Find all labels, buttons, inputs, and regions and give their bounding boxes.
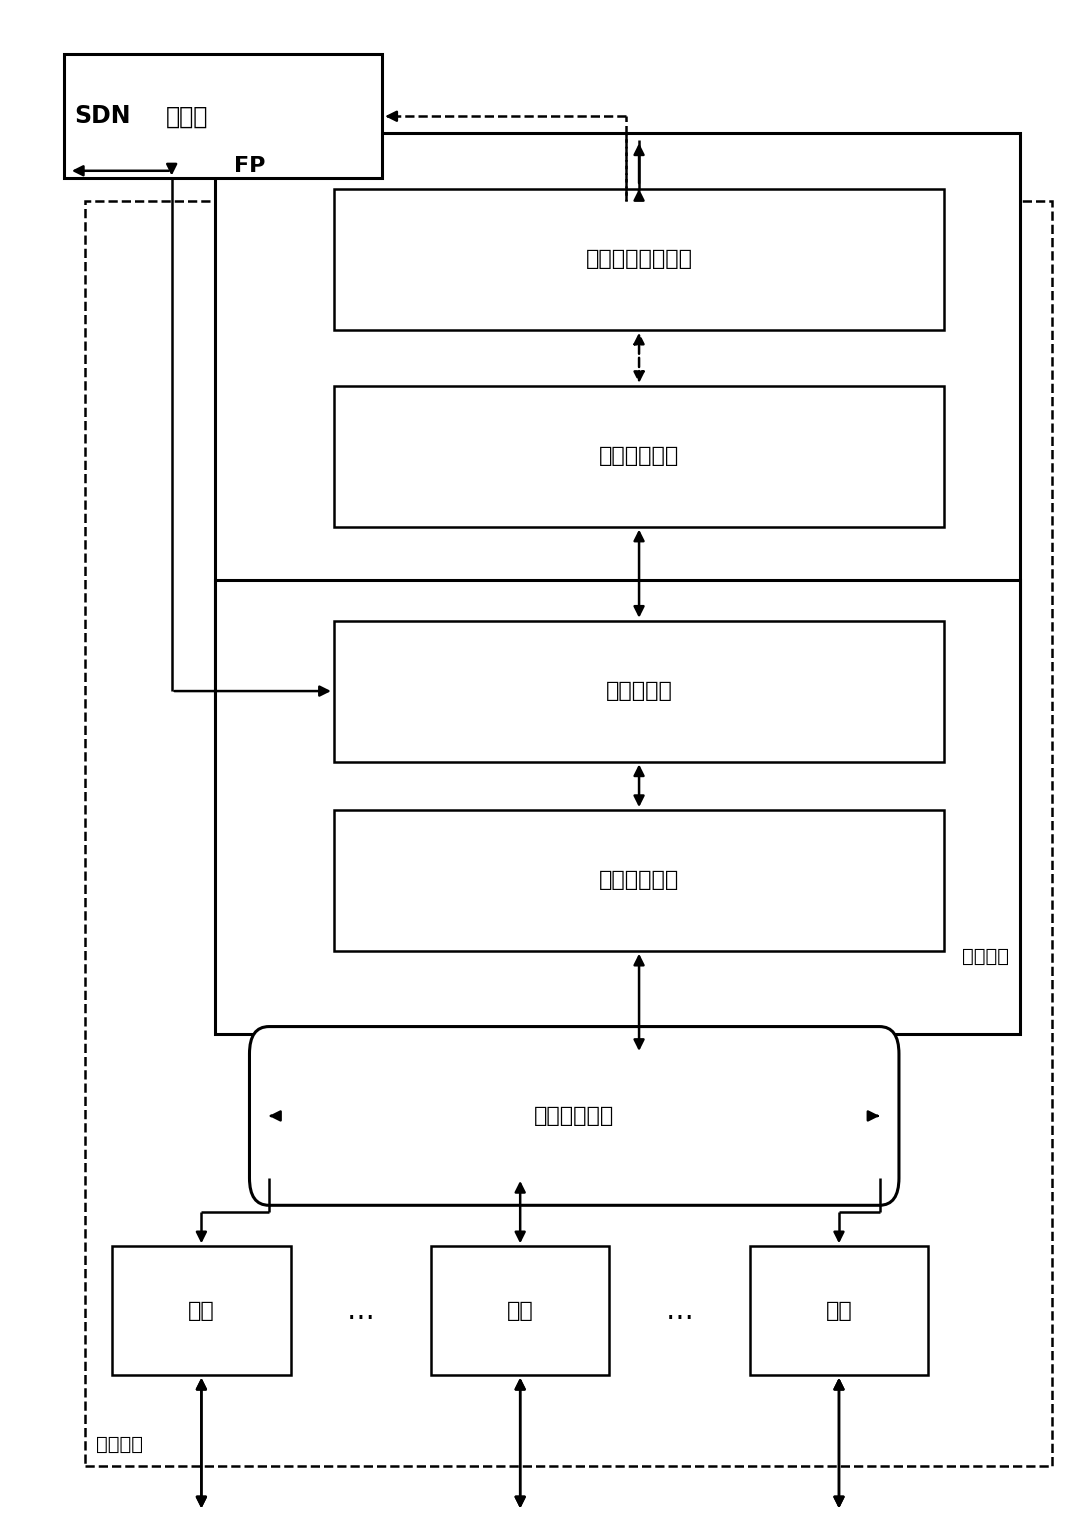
- Text: 控制器: 控制器: [167, 104, 209, 128]
- Text: …: …: [665, 1296, 694, 1325]
- Text: 交换设备: 交换设备: [96, 1435, 143, 1453]
- Bar: [333, 621, 944, 762]
- Bar: [112, 1246, 291, 1375]
- Bar: [63, 55, 382, 178]
- Bar: [750, 1246, 928, 1375]
- Bar: [333, 810, 944, 950]
- Text: FP: FP: [234, 155, 266, 175]
- Text: SDN: SDN: [74, 104, 131, 128]
- Bar: [215, 133, 1020, 708]
- Bar: [333, 385, 944, 527]
- Text: 接口: 接口: [506, 1301, 534, 1320]
- Text: …: …: [347, 1296, 375, 1325]
- Bar: [333, 189, 944, 330]
- Text: 接口: 接口: [825, 1301, 853, 1320]
- Bar: [85, 201, 1052, 1465]
- Bar: [431, 1246, 610, 1375]
- Text: 状态转移模块: 状态转移模块: [599, 446, 680, 466]
- FancyBboxPatch shape: [249, 1027, 898, 1205]
- Text: 状态转移策略模块: 状态转移策略模块: [586, 250, 693, 270]
- Text: 转发表模块: 转发表模块: [605, 681, 673, 701]
- Bar: [215, 580, 1020, 1034]
- Text: 执行操作模块: 执行操作模块: [599, 871, 680, 891]
- Text: 接口: 接口: [188, 1301, 215, 1320]
- Text: 转发引擎: 转发引擎: [963, 947, 1010, 966]
- Text: 报文缓存单元: 报文缓存单元: [534, 1106, 614, 1125]
